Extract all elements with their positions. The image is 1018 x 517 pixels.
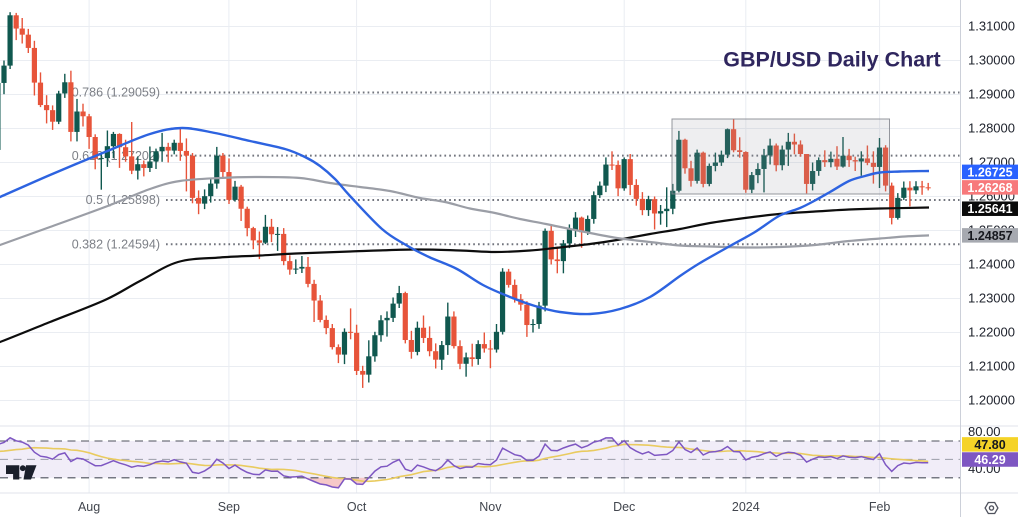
svg-text:1.24000: 1.24000 (968, 257, 1015, 272)
svg-text:Sep: Sep (218, 500, 240, 514)
svg-text:47.80: 47.80 (974, 438, 1005, 452)
svg-text:1.28000: 1.28000 (968, 121, 1015, 136)
svg-text:1.26725: 1.26725 (967, 165, 1012, 179)
svg-text:1.31000: 1.31000 (968, 19, 1015, 34)
svg-text:46.29: 46.29 (974, 453, 1005, 467)
svg-text:GBP/USD Daily Chart: GBP/USD Daily Chart (723, 48, 940, 72)
svg-text:Oct: Oct (347, 500, 367, 514)
svg-text:1.25641: 1.25641 (967, 202, 1012, 216)
svg-text:Dec: Dec (613, 500, 635, 514)
svg-text:2024: 2024 (732, 500, 760, 514)
svg-text:1.29000: 1.29000 (968, 87, 1015, 102)
svg-text:1.20000: 1.20000 (968, 393, 1015, 408)
svg-text:1.24857: 1.24857 (967, 229, 1012, 243)
svg-text:0.382 (1.24594): 0.382 (1.24594) (72, 238, 160, 252)
svg-text:80.00: 80.00 (968, 424, 1001, 439)
svg-text:Nov: Nov (479, 500, 502, 514)
svg-text:1.26268: 1.26268 (967, 181, 1012, 195)
svg-text:1.23000: 1.23000 (968, 291, 1015, 306)
svg-text:1.22000: 1.22000 (968, 325, 1015, 340)
svg-text:Feb: Feb (869, 500, 891, 514)
svg-text:Aug: Aug (78, 500, 100, 514)
svg-text:1.30000: 1.30000 (968, 53, 1015, 68)
svg-text:1.21000: 1.21000 (968, 359, 1015, 374)
svg-text:0.786 (1.29059): 0.786 (1.29059) (72, 86, 160, 100)
